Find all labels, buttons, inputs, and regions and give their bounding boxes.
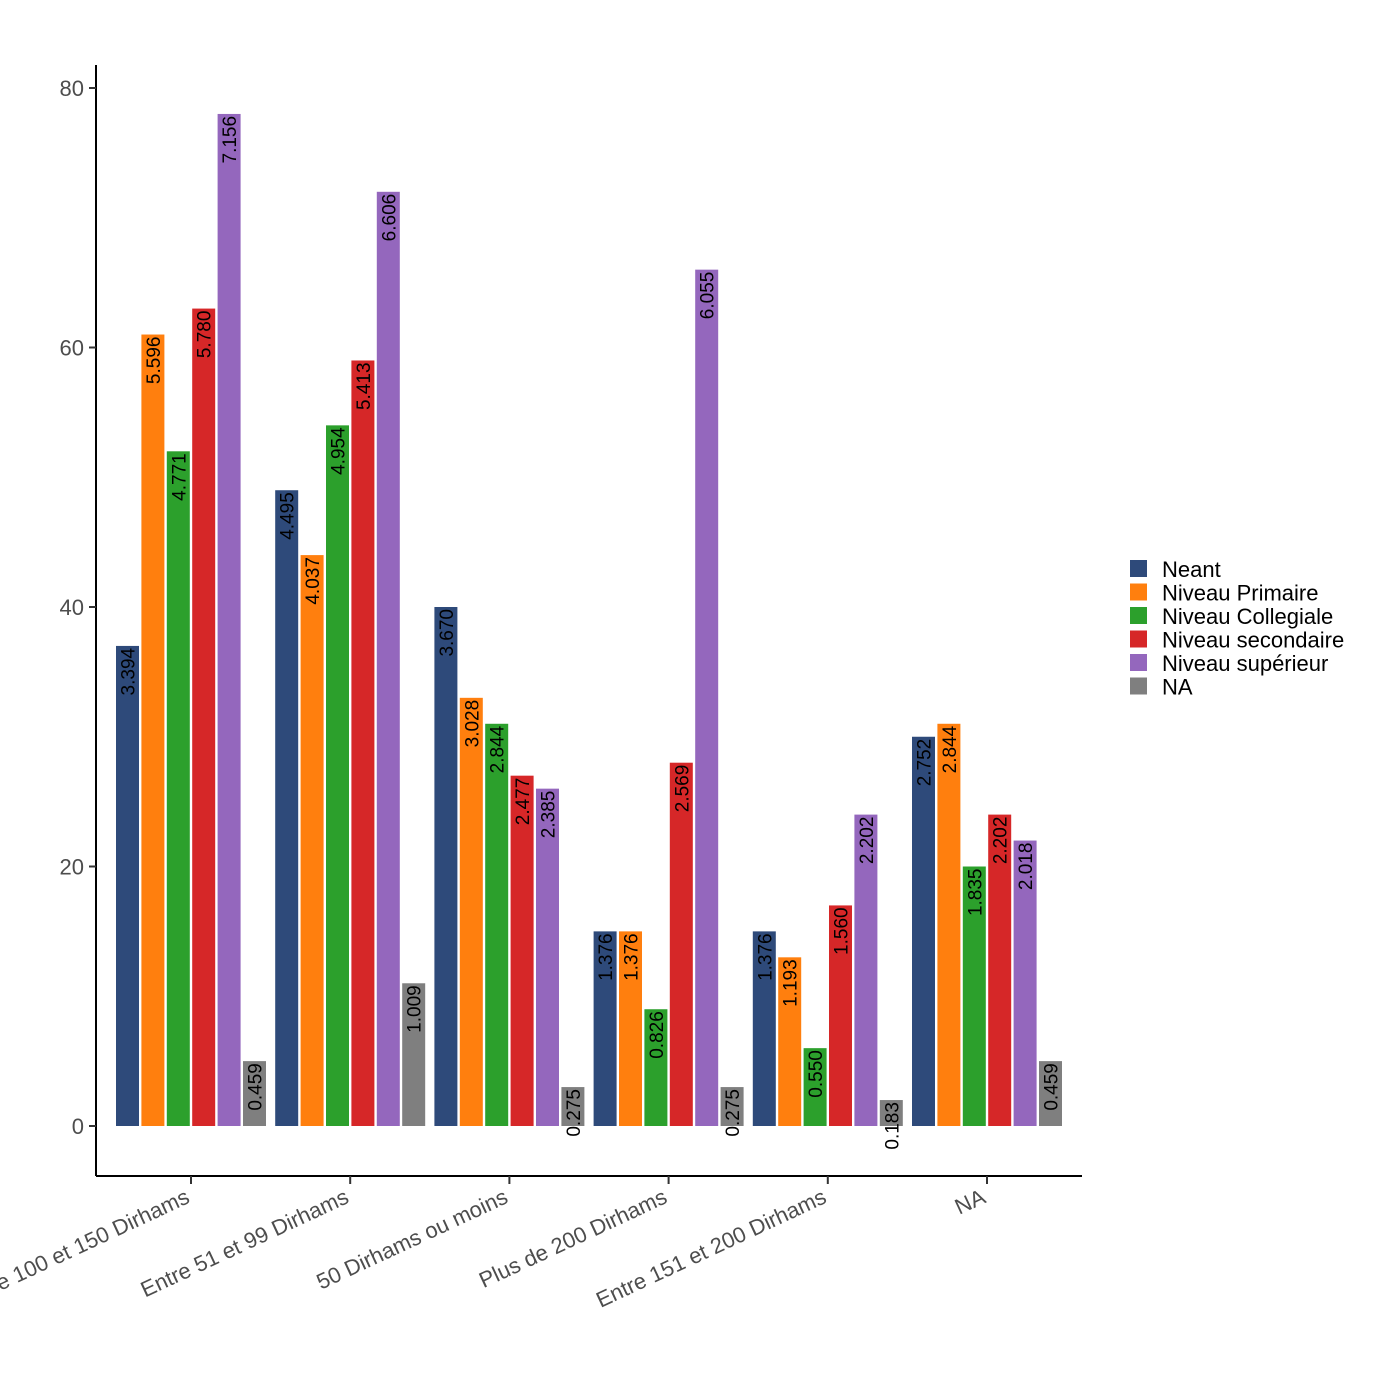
y-tick-label: 60 — [60, 336, 84, 361]
bar-value-label: 4.954 — [329, 427, 350, 475]
bar — [485, 723, 509, 1126]
bar — [778, 957, 802, 1126]
legend-label: Niveau Collegiale — [1162, 604, 1333, 629]
bar — [536, 788, 559, 1126]
bar-value-label: 6.055 — [698, 272, 719, 320]
bar-value-label: 1.376 — [596, 933, 617, 981]
bar-value-label: 4.495 — [278, 492, 299, 540]
bar-value-label: 0.550 — [806, 1050, 827, 1098]
bar-value-label: 1.560 — [832, 907, 853, 955]
bars — [116, 113, 1062, 1127]
legend-label: Niveau secondaire — [1162, 628, 1344, 653]
legend-swatch — [1130, 583, 1147, 601]
bar — [510, 775, 534, 1126]
bar-value-label: 2.385 — [539, 791, 560, 839]
bar-value-label: 0.275 — [564, 1089, 585, 1137]
bar-value-label: 3.670 — [437, 609, 458, 657]
bar — [300, 555, 324, 1126]
bar — [829, 905, 852, 1126]
bar — [619, 931, 642, 1126]
bar — [593, 931, 617, 1126]
bar — [879, 1100, 903, 1126]
bar — [351, 360, 375, 1127]
bar — [752, 931, 776, 1126]
bar-value-label: 1.376 — [622, 933, 643, 981]
bar — [326, 425, 349, 1127]
bar — [141, 334, 165, 1126]
bar-value-label: 4.771 — [169, 453, 190, 501]
bar-value-label: 5.413 — [354, 362, 375, 410]
bar-value-label: 3.028 — [462, 700, 483, 748]
bar-value-label: 0.183 — [882, 1102, 903, 1150]
bar-value-label: 2.477 — [513, 778, 534, 826]
bar-value-label: 1.193 — [781, 959, 802, 1007]
legend-label: Niveau supérieur — [1162, 651, 1328, 676]
bar — [243, 1061, 266, 1126]
bar-value-label: 2.018 — [1016, 843, 1037, 891]
legend-swatch — [1130, 607, 1147, 624]
bar — [988, 814, 1012, 1126]
bar-value-label: 0.275 — [723, 1089, 744, 1137]
bar-value-label: 2.569 — [672, 765, 693, 813]
bar — [217, 113, 241, 1126]
x-tick-label: NA — [951, 1184, 990, 1220]
legend-label: NA — [1162, 675, 1193, 700]
bar — [695, 269, 719, 1126]
bar-value-label: 1.009 — [405, 985, 426, 1033]
bar — [854, 814, 878, 1126]
bar-value-label: 5.780 — [195, 311, 216, 359]
bar — [962, 866, 986, 1126]
bar-value-label: 3.394 — [119, 647, 140, 695]
legend-swatch — [1130, 677, 1147, 695]
bar-value-label: 2.844 — [488, 725, 509, 773]
bar — [937, 723, 961, 1126]
legend-label: Neant — [1162, 557, 1221, 582]
bar-value-label: 0.459 — [246, 1063, 267, 1111]
bar-value-label: 1.376 — [755, 933, 776, 981]
bar-value-label: 0.459 — [1042, 1063, 1063, 1111]
bar-value-label: 1.835 — [965, 869, 986, 917]
bar — [402, 983, 426, 1126]
bar-value-label: 4.037 — [303, 557, 324, 605]
bar — [1013, 840, 1037, 1126]
bar — [459, 697, 483, 1126]
bar — [116, 645, 139, 1126]
bar — [644, 1009, 668, 1126]
bar — [192, 308, 216, 1126]
bar — [912, 736, 935, 1126]
bar-value-label: 2.202 — [857, 817, 878, 865]
bar — [669, 762, 693, 1126]
bar — [561, 1087, 585, 1126]
bar-labels: 3.394 5.596 4.771 5.780 7.156 0.459 4.4954.037… — [119, 116, 1063, 1150]
bar — [720, 1087, 744, 1126]
bar — [275, 490, 299, 1127]
bar — [376, 191, 400, 1127]
legend-swatch — [1130, 654, 1147, 671]
bar-value-label: 2.202 — [991, 817, 1012, 865]
y-tick-label: 40 — [60, 595, 84, 620]
bar-value-label: 0.826 — [647, 1011, 668, 1059]
y-tick-label: 20 — [60, 855, 84, 880]
bar — [434, 607, 458, 1126]
bar-value-label: 7.156 — [220, 116, 241, 164]
y-tick-label: 80 — [60, 76, 84, 101]
bar-value-label: 6.606 — [379, 194, 400, 242]
legend-swatch — [1130, 630, 1147, 648]
bar — [803, 1048, 827, 1126]
bar — [1039, 1061, 1062, 1126]
bar-value-label: 2.752 — [915, 739, 936, 787]
legend-label: Niveau Primaire — [1162, 581, 1319, 606]
y-tick-label: 0 — [72, 1114, 84, 1139]
bar-value-label: 5.596 — [144, 337, 165, 385]
bar — [166, 451, 190, 1126]
bar-value-label: 2.844 — [940, 725, 961, 773]
legend-swatch — [1130, 560, 1147, 577]
